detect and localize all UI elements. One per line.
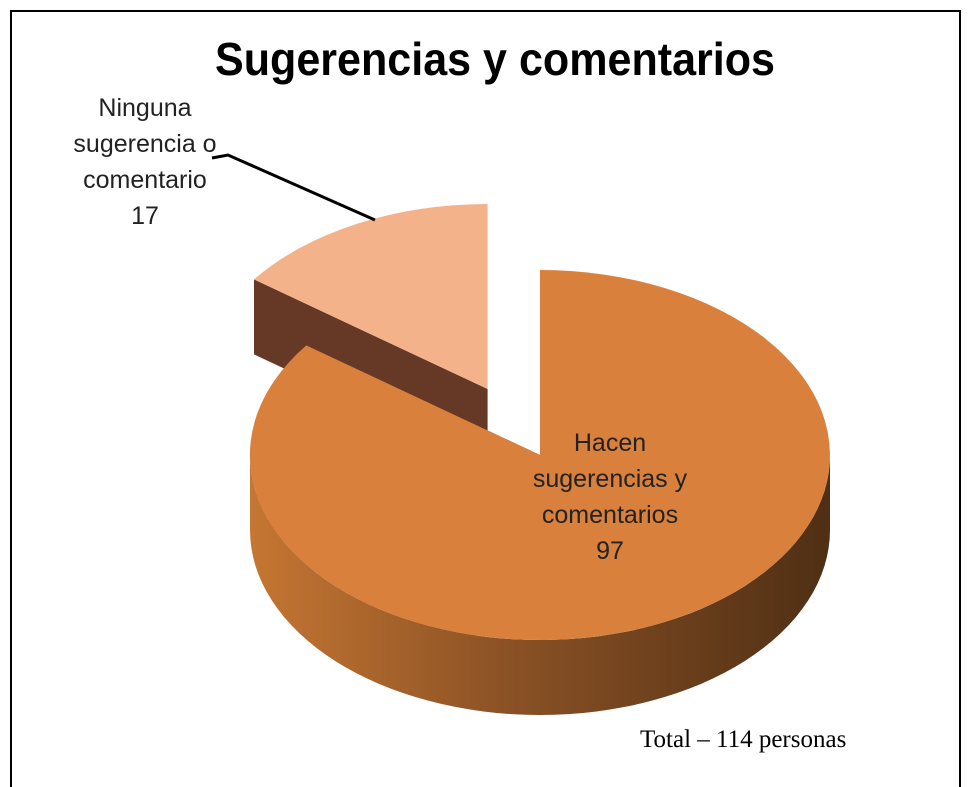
slice xyxy=(249,270,830,641)
frame xyxy=(10,10,961,787)
slice-wall xyxy=(250,455,830,715)
data-label: Ninguna sugerencia o comentario 17 xyxy=(60,90,230,234)
category-label: Ninguna sugerencia o comentario xyxy=(73,94,217,194)
value-label: 97 xyxy=(596,537,624,565)
annotation: Total – 114 personas xyxy=(640,726,847,753)
category-label: Hacen sugerencias y comentarios xyxy=(532,429,688,529)
leader-line xyxy=(211,153,376,222)
pie xyxy=(249,204,830,715)
value-label: 17 xyxy=(131,202,159,230)
chart-title: Sugerencias y comentarios xyxy=(215,33,775,85)
slice xyxy=(254,204,488,389)
data-label: Hacen sugerencias y comentarios 97 xyxy=(510,425,710,569)
